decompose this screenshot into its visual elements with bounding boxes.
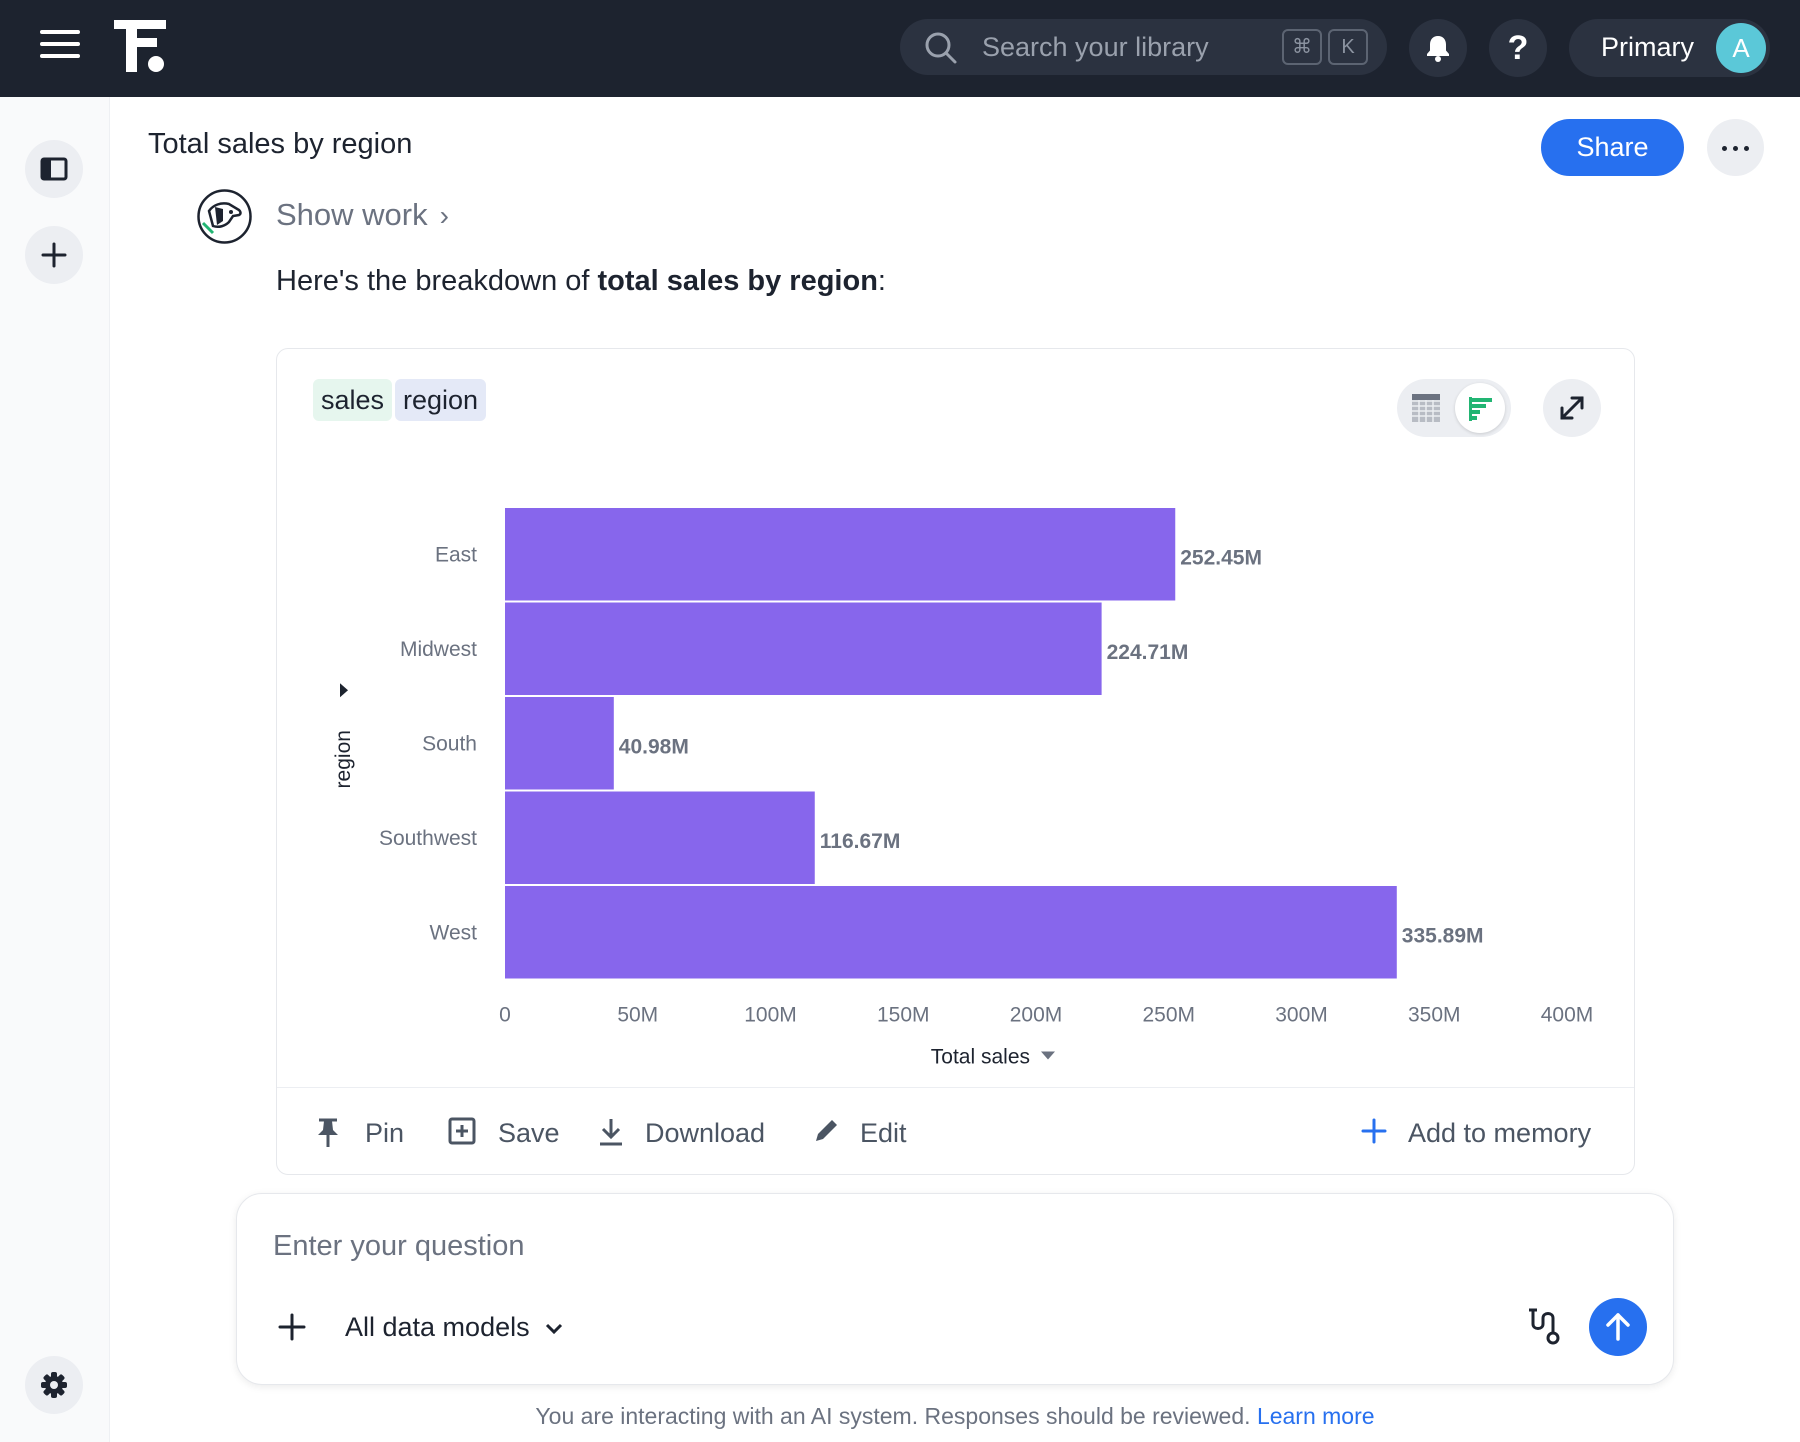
x-axis-sort-icon [1041, 1051, 1055, 1060]
category-label: West [430, 921, 478, 944]
help-icon: ? [1507, 29, 1529, 67]
org-label: Primary [1601, 32, 1694, 62]
answer-bold: total sales by region [597, 265, 878, 297]
answer-card: sales region East [276, 348, 1635, 1175]
x-tick-label: 50M [617, 1004, 658, 1027]
category-label: Southwest [379, 827, 477, 850]
disclaimer-text: You are interacting with an AI system. R… [535, 1403, 1257, 1429]
category-label: South [422, 732, 477, 755]
x-tick-label: 350M [1408, 1004, 1461, 1027]
new-chat-button[interactable] [25, 226, 83, 284]
plus-icon [41, 242, 67, 268]
agent-avatar-icon [197, 189, 252, 244]
plus-icon [1361, 1118, 1387, 1144]
chart-bar [505, 886, 1397, 979]
arrow-up-icon [1606, 1313, 1630, 1341]
chip-sales[interactable]: sales [313, 379, 393, 421]
x-tick-label: 150M [877, 1004, 930, 1027]
page-title: Total sales by region [148, 128, 413, 160]
org-switcher[interactable]: Primary A [1569, 19, 1770, 77]
bar-chart: East 252.45M Midwest 224.71M South 40.98M Sout… [332, 508, 1594, 1069]
bar-value-label: 116.67M [820, 830, 901, 853]
card-divider [277, 1087, 1634, 1088]
pencil-icon [816, 1120, 837, 1141]
x-tick-label: 300M [1275, 1004, 1328, 1027]
left-rail [0, 97, 110, 1442]
x-tick-label: 200M [1010, 1004, 1063, 1027]
download-icon [600, 1119, 622, 1146]
toggle-sidebar-button[interactable] [25, 140, 83, 198]
question-box: All data models [236, 1193, 1674, 1385]
command-key-hint: ⌘ [1282, 29, 1322, 65]
app-logo[interactable] [112, 18, 168, 74]
x-tick-label: 100M [744, 1004, 797, 1027]
avatar[interactable]: A [1716, 23, 1766, 73]
more-dot-icon [1733, 146, 1738, 151]
pin-label: Pin [365, 1118, 405, 1148]
settings-button[interactable] [25, 1356, 83, 1414]
save-label: Save [498, 1118, 560, 1148]
y-axis-sort-icon [340, 683, 348, 698]
ai-disclaimer: You are interacting with an AI system. R… [0, 1403, 1800, 1430]
menu-icon[interactable] [40, 30, 80, 66]
chevron-down-icon [545, 1323, 562, 1334]
question-input[interactable] [273, 1224, 1573, 1268]
chart-bar [505, 602, 1102, 695]
data-model-selector[interactable]: All data models [345, 1312, 564, 1343]
expand-button[interactable] [1543, 379, 1601, 437]
gear-icon [41, 1372, 67, 1398]
top-bar: Search your library ⌘ K ? Primary A [0, 0, 1800, 97]
notifications-button[interactable] [1409, 19, 1467, 77]
more-options-button[interactable] [1707, 119, 1764, 176]
chart-bar [505, 697, 614, 790]
search-icon [925, 32, 957, 64]
chart-bar [505, 791, 815, 884]
attach-plus-icon[interactable] [275, 1310, 309, 1344]
add-to-memory-label: Add to memory [1408, 1118, 1592, 1148]
category-label: East [435, 543, 477, 566]
help-button[interactable]: ? [1489, 19, 1547, 77]
x-tick-label: 250M [1142, 1004, 1195, 1027]
x-axis-title: Total sales [931, 1046, 1030, 1069]
x-tick-label: 400M [1541, 1004, 1594, 1027]
chevron-right-icon: › [439, 200, 449, 231]
data-model-label: All data models [345, 1312, 530, 1342]
bar-value-label: 252.45M [1180, 546, 1262, 569]
k-key-hint: K [1328, 29, 1368, 65]
chip-region[interactable]: region [395, 379, 487, 421]
answer-intro: Here's the breakdown of [276, 265, 598, 297]
view-toggle[interactable] [1397, 379, 1511, 437]
sidebar-panel-icon [40, 157, 68, 181]
x-tick-label: 0 [499, 1004, 511, 1027]
chart-view-button[interactable] [1455, 383, 1505, 433]
category-label: Midwest [400, 638, 477, 661]
share-button[interactable]: Share [1541, 119, 1684, 176]
bar-value-label: 335.89M [1402, 924, 1484, 947]
chart-bar [505, 508, 1176, 601]
connectors-icon[interactable] [1523, 1306, 1563, 1346]
expand-icon [1560, 396, 1584, 420]
pin-icon [318, 1118, 338, 1147]
answer-end: : [877, 265, 886, 297]
show-work-label: Show work [276, 197, 428, 232]
bar-chart-icon [1469, 397, 1492, 421]
bell-icon [1427, 36, 1449, 62]
bar-value-label: 40.98M [619, 735, 689, 758]
search-placeholder: Search your library [982, 32, 1209, 62]
answer-message: Here's the breakdown of total sales by r… [276, 265, 886, 298]
table-view-icon[interactable] [1411, 393, 1441, 423]
send-button[interactable] [1589, 1298, 1647, 1356]
search-bar[interactable]: Search your library ⌘ K [900, 19, 1387, 75]
learn-more-link[interactable]: Learn more [1256, 1403, 1375, 1429]
save-plus-icon [448, 1117, 476, 1145]
y-axis-title: region [332, 730, 355, 788]
edit-label: Edit [860, 1118, 907, 1148]
show-work-toggle[interactable]: Show work › [276, 197, 449, 233]
bar-value-label: 224.71M [1107, 641, 1189, 664]
more-dot-icon [1722, 146, 1727, 151]
more-dot-icon [1744, 146, 1749, 151]
download-label: Download [645, 1118, 766, 1148]
